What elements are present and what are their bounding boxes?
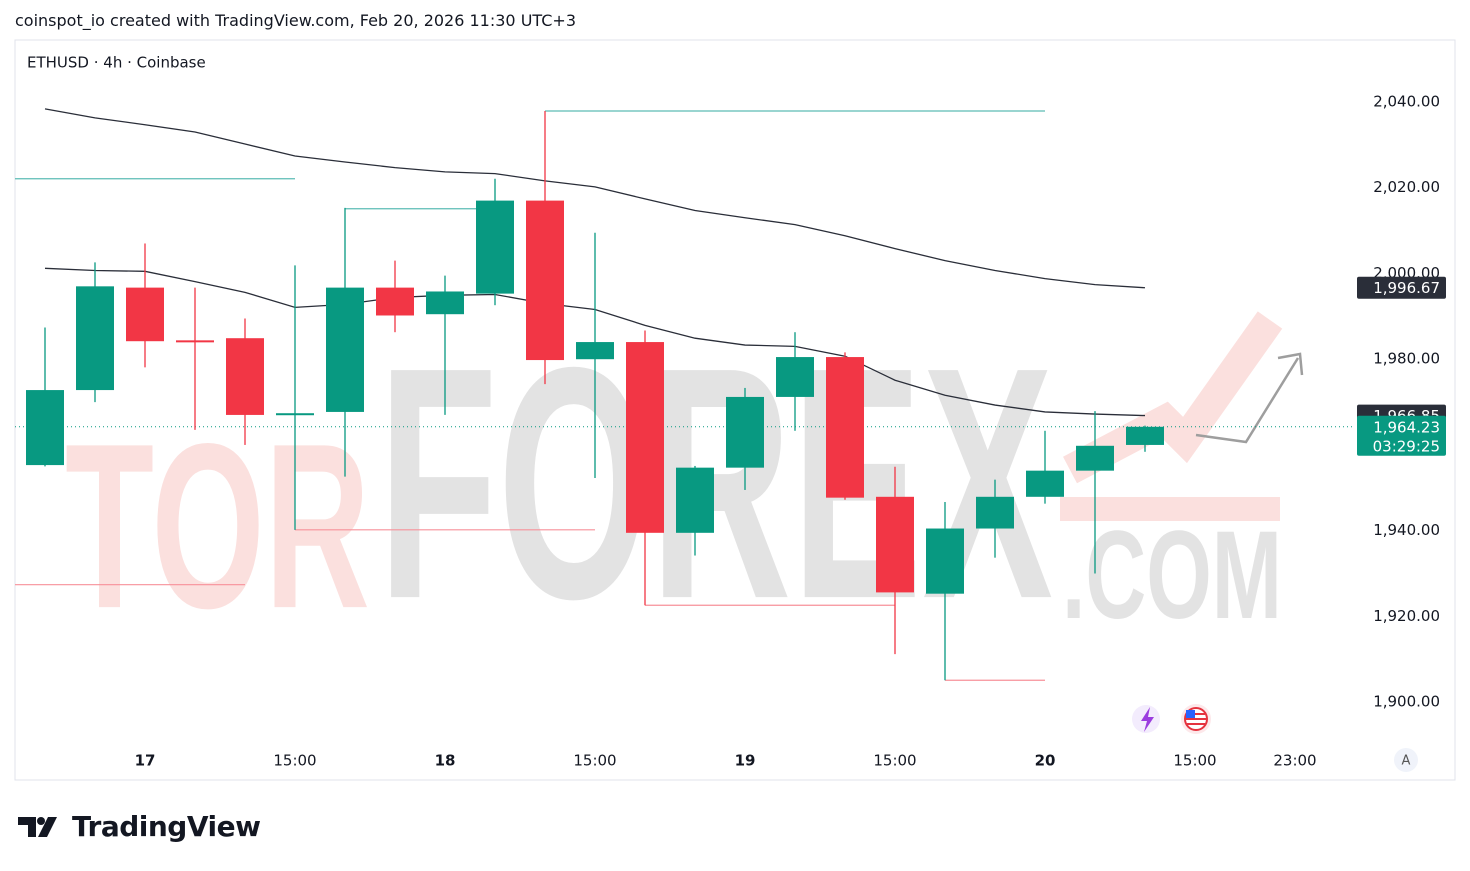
candle-body xyxy=(1126,426,1164,445)
x-tick-label: 17 xyxy=(135,752,156,770)
logo: TradingView xyxy=(18,810,261,843)
candle-body xyxy=(576,342,614,360)
candle-body xyxy=(126,287,164,342)
candle-body xyxy=(826,357,864,498)
watermark-text: FOREX xyxy=(378,298,1054,667)
candle-body xyxy=(76,286,114,391)
y-tick-label: 1,980.00 xyxy=(1373,350,1440,368)
price-tag xyxy=(1357,276,1446,299)
candle-body xyxy=(726,396,764,468)
forecast-arrow xyxy=(1195,357,1300,444)
candle-body xyxy=(276,413,314,416)
candle-body xyxy=(26,390,64,466)
moving-average xyxy=(44,108,1146,289)
logo-icon xyxy=(18,816,57,837)
y-tick-label: 1,900.00 xyxy=(1373,693,1440,711)
y-tick-label: 1,940.00 xyxy=(1373,521,1440,539)
x-tick-label: 15:00 xyxy=(1173,752,1216,770)
x-tick-label: 15:00 xyxy=(273,752,316,770)
candle-body xyxy=(626,342,664,533)
x-tick-label: 20 xyxy=(1035,752,1056,770)
price-tag xyxy=(1357,415,1446,456)
header: coinspot_io created with TradingView.com… xyxy=(15,11,576,30)
forecast-arrowhead xyxy=(1277,352,1304,376)
watermark-text: TOR xyxy=(65,394,370,657)
candle-body xyxy=(376,287,414,316)
y-tick-label: 1,920.00 xyxy=(1373,607,1440,625)
candle-body xyxy=(476,200,514,294)
candle-body xyxy=(176,340,214,343)
candle-body xyxy=(926,528,964,594)
x-tick-label: 15:00 xyxy=(573,752,616,770)
logo-text: TradingView xyxy=(72,810,261,843)
x-tick-label: 15:00 xyxy=(873,752,916,770)
candle-body xyxy=(1026,470,1064,497)
watermark-text: .COM xyxy=(1062,506,1282,645)
x-tick-label: 19 xyxy=(735,752,756,770)
price-tag-label: 1,996.67 xyxy=(1373,279,1440,297)
x-tick-label: 23:00 xyxy=(1273,752,1316,770)
scale-button[interactable] xyxy=(1394,748,1418,772)
scale-button-label[interactable]: A xyxy=(1402,754,1411,769)
candle-body xyxy=(976,496,1014,529)
price-tag-label: 1,964.23 xyxy=(1373,418,1440,436)
candle-body xyxy=(426,291,464,315)
y-tick-label: 2,040.00 xyxy=(1373,93,1440,111)
chart-title: ETHUSD · 4h · Coinbase xyxy=(27,54,206,72)
candle-body xyxy=(876,496,914,593)
icons xyxy=(1132,704,1211,734)
candle-body xyxy=(776,357,814,397)
x-tick-label: 18 xyxy=(435,752,456,770)
watermark-check xyxy=(1063,311,1283,484)
candle-body xyxy=(676,467,714,533)
candle-body xyxy=(526,200,564,361)
watermark-bar xyxy=(1060,497,1280,521)
y-tick-label: 2,020.00 xyxy=(1373,178,1440,196)
candle-body xyxy=(326,287,364,412)
candle-body xyxy=(1076,445,1114,471)
chart: TOR FOREX .COM ETHUSD · 4h · Coinbase A 1,… xyxy=(14,39,1456,781)
candle-body xyxy=(226,338,264,415)
price-tag-countdown: 03:29:25 xyxy=(1373,437,1440,455)
chart-frame xyxy=(14,39,1456,781)
